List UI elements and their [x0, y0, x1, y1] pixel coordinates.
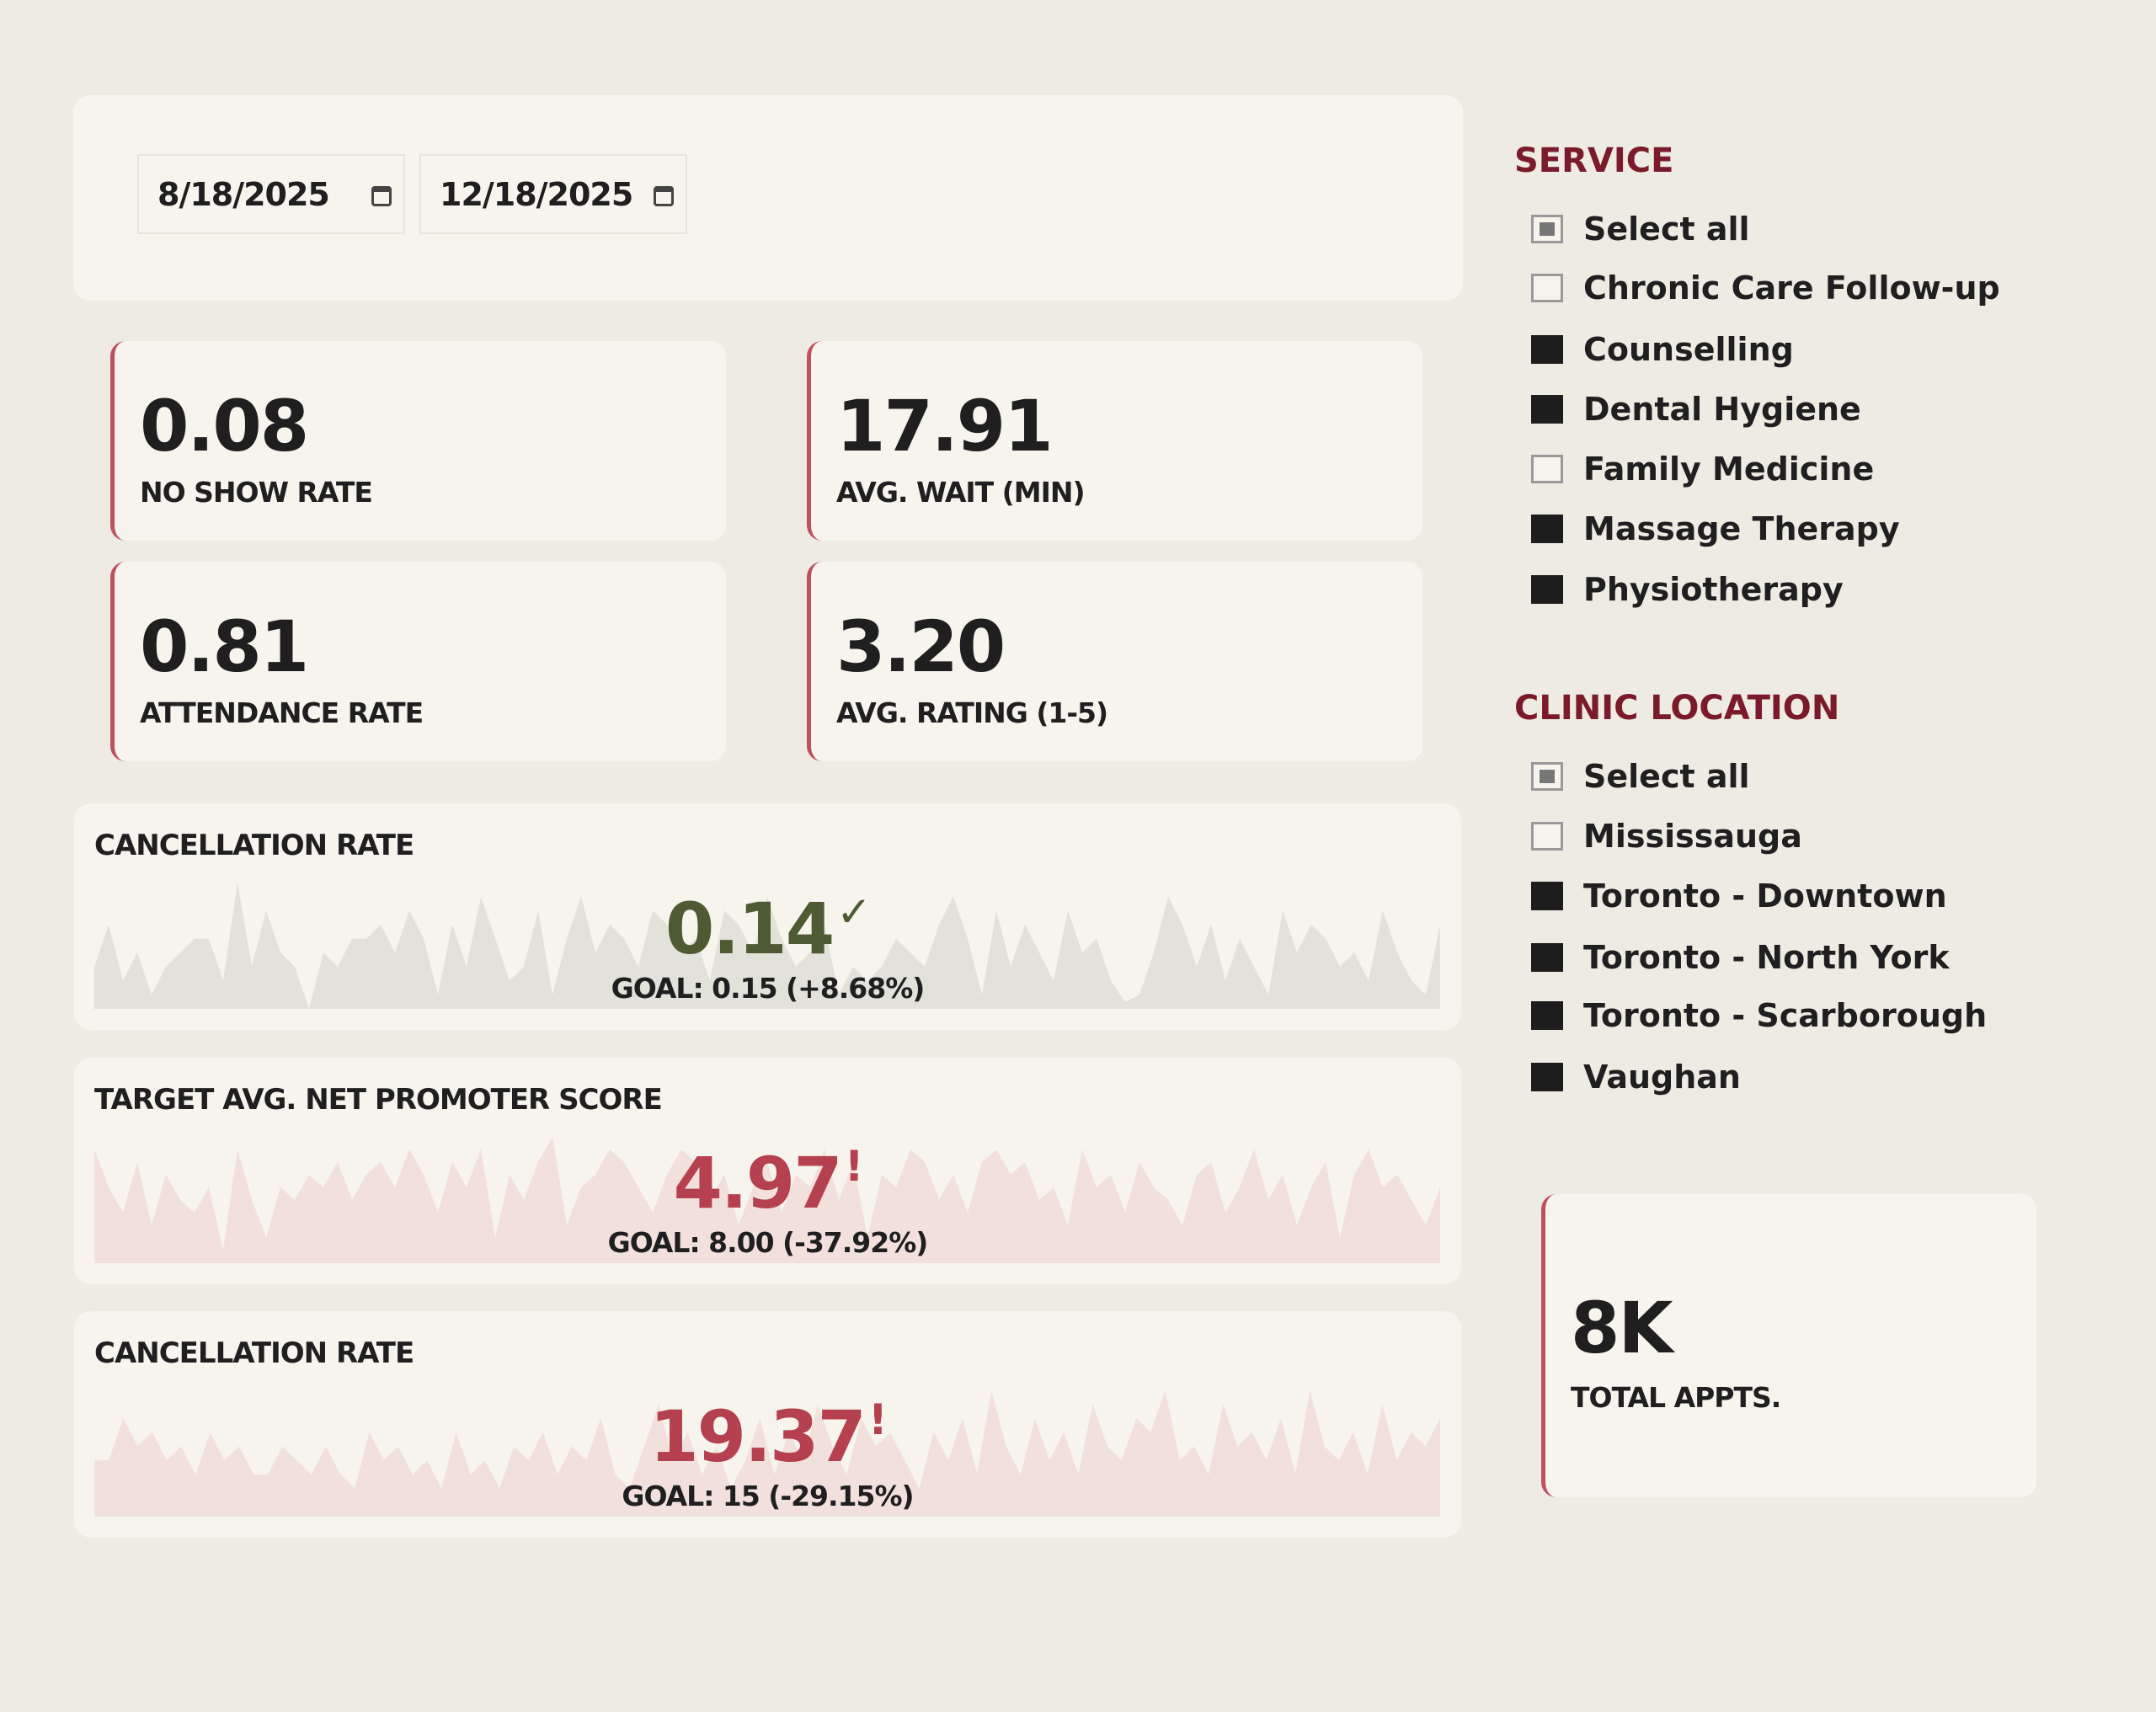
- checkbox[interactable]: [1531, 455, 1563, 483]
- sparkline-chart: [94, 882, 1440, 1009]
- kpi-value-text: 19.37: [649, 1395, 867, 1478]
- goal-text: GOAL: 15 (-29.15%): [622, 1480, 914, 1512]
- checkbox[interactable]: [1531, 1001, 1563, 1030]
- kpi-value: 0.14✓: [74, 888, 1461, 970]
- exclamation-icon: !: [867, 1395, 888, 1444]
- goal-text: GOAL: 8.00 (-37.92%): [607, 1226, 929, 1259]
- location-slicer-item[interactable]: Toronto - Downtown: [1531, 875, 1947, 917]
- sparkline-chart: [94, 1136, 1440, 1263]
- service-slicer-item[interactable]: Physiotherapy: [1531, 568, 1844, 611]
- location-slicer-item[interactable]: Toronto - North York: [1531, 936, 1950, 979]
- slicer-item-label: Toronto - North York: [1583, 939, 1950, 976]
- service-slicer-title: SERVICE: [1514, 141, 1674, 180]
- sparkline-area: [94, 882, 1440, 1009]
- kpi-sparkline-card-1: CANCELLATION RATE 0.14✓ GOAL: 0.15 (+8.6…: [74, 803, 1461, 1030]
- slicer-item-label: Mississauga: [1583, 818, 1802, 855]
- location-slicer-title: CLINIC LOCATION: [1514, 689, 1840, 728]
- slicer-item-label: Dental Hygiene: [1583, 391, 1861, 428]
- slicer-item-label: Massage Therapy: [1583, 510, 1900, 547]
- location-slicer-item[interactable]: Toronto - Scarborough: [1531, 995, 1987, 1037]
- checkbox[interactable]: [1531, 1063, 1563, 1091]
- sparkline-chart: [94, 1389, 1440, 1517]
- checkbox[interactable]: [1531, 762, 1563, 791]
- checkbox[interactable]: [1531, 943, 1563, 972]
- goal-text: GOAL: 0.15 (+8.68%): [611, 972, 926, 1005]
- kpi-label: AVG. WAIT (MIN): [836, 476, 1086, 509]
- slicer-item-label: Chronic Care Follow-up: [1583, 269, 2000, 307]
- sparkline-area: [94, 1389, 1440, 1517]
- calendar-icon[interactable]: [654, 186, 674, 206]
- checkbox[interactable]: [1531, 882, 1563, 910]
- kpi-label: TOTAL APPTS.: [1571, 1381, 1781, 1414]
- kpi-value: 8K: [1571, 1287, 1673, 1369]
- service-slicer-item[interactable]: Family Medicine: [1531, 448, 1874, 490]
- end-date-value: 12/18/2025: [440, 175, 633, 213]
- calendar-icon[interactable]: [371, 186, 392, 206]
- slicer-item-label: Select all: [1583, 211, 1750, 248]
- kpi-value-text: 4.97: [673, 1142, 842, 1224]
- card-title: CANCELLATION RATE: [94, 829, 414, 862]
- kpi-value: 17.91: [836, 385, 1054, 467]
- location-slicer-item[interactable]: Mississauga: [1531, 815, 1802, 857]
- kpi-sparkline-card-2: TARGET AVG. NET PROMOTER SCORE 4.97! GOA…: [74, 1058, 1461, 1284]
- checkbox[interactable]: [1531, 274, 1563, 302]
- kpi-value: 0.81: [140, 605, 309, 688]
- kpi-avg-wait: 17.91 AVG. WAIT (MIN): [807, 341, 1422, 541]
- location-slicer-item[interactable]: Select all: [1531, 755, 1750, 797]
- kpi-sparkline-card-3: CANCELLATION RATE 19.37! GOAL: 15 (-29.1…: [74, 1311, 1461, 1538]
- slicer-item-label: Vaughan: [1583, 1059, 1741, 1096]
- kpi-attendance-rate: 0.81 ATTENDANCE RATE: [110, 562, 726, 761]
- sparkline-area: [94, 1136, 1440, 1263]
- slicer-item-label: Family Medicine: [1583, 451, 1875, 488]
- kpi-label: ATTENDANCE RATE: [140, 696, 424, 729]
- kpi-value: 4.97!: [74, 1142, 1461, 1224]
- slicer-item-label: Toronto - Scarborough: [1583, 997, 1988, 1034]
- service-slicer-item[interactable]: Massage Therapy: [1531, 508, 1900, 550]
- date-filter-panel: 8/18/2025 12/18/2025: [73, 95, 1463, 301]
- checkbox[interactable]: [1531, 575, 1563, 604]
- service-slicer-item[interactable]: Chronic Care Follow-up: [1531, 267, 2000, 309]
- kpi-label: NO SHOW RATE: [140, 476, 373, 509]
- kpi-total-appointments: 8K TOTAL APPTS.: [1541, 1194, 2036, 1497]
- start-date-input[interactable]: 8/18/2025: [137, 154, 405, 234]
- service-slicer-item[interactable]: Select all: [1531, 208, 1750, 250]
- card-title: TARGET AVG. NET PROMOTER SCORE: [94, 1083, 663, 1117]
- service-slicer-item[interactable]: Counselling: [1531, 328, 1794, 371]
- checkbox[interactable]: [1531, 822, 1563, 851]
- slicer-item-label: Counselling: [1583, 331, 1794, 368]
- checkbox[interactable]: [1531, 515, 1563, 543]
- kpi-no-show-rate: 0.08 NO SHOW RATE: [110, 341, 726, 541]
- service-slicer-item[interactable]: Dental Hygiene: [1531, 388, 1861, 430]
- card-title: CANCELLATION RATE: [94, 1336, 414, 1370]
- kpi-value: 0.08: [140, 385, 309, 467]
- checkbox[interactable]: [1531, 335, 1563, 364]
- checkbox[interactable]: [1531, 395, 1563, 424]
- checkbox[interactable]: [1531, 215, 1563, 243]
- slicer-item-label: Toronto - Downtown: [1583, 877, 1947, 915]
- exclamation-icon: !: [844, 1142, 864, 1191]
- kpi-value: 3.20: [836, 605, 1006, 688]
- slicer-item-label: Select all: [1583, 758, 1750, 795]
- location-slicer-item[interactable]: Vaughan: [1531, 1056, 1741, 1098]
- kpi-label: AVG. RATING (1-5): [836, 696, 1108, 729]
- end-date-input[interactable]: 12/18/2025: [419, 154, 687, 234]
- slicer-item-label: Physiotherapy: [1583, 571, 1844, 608]
- kpi-value-text: 0.14: [664, 888, 835, 970]
- kpi-value: 19.37!: [74, 1395, 1461, 1478]
- kpi-avg-rating: 3.20 AVG. RATING (1-5): [807, 562, 1422, 761]
- start-date-value: 8/18/2025: [157, 175, 330, 213]
- checkmark-icon: ✓: [836, 888, 872, 936]
